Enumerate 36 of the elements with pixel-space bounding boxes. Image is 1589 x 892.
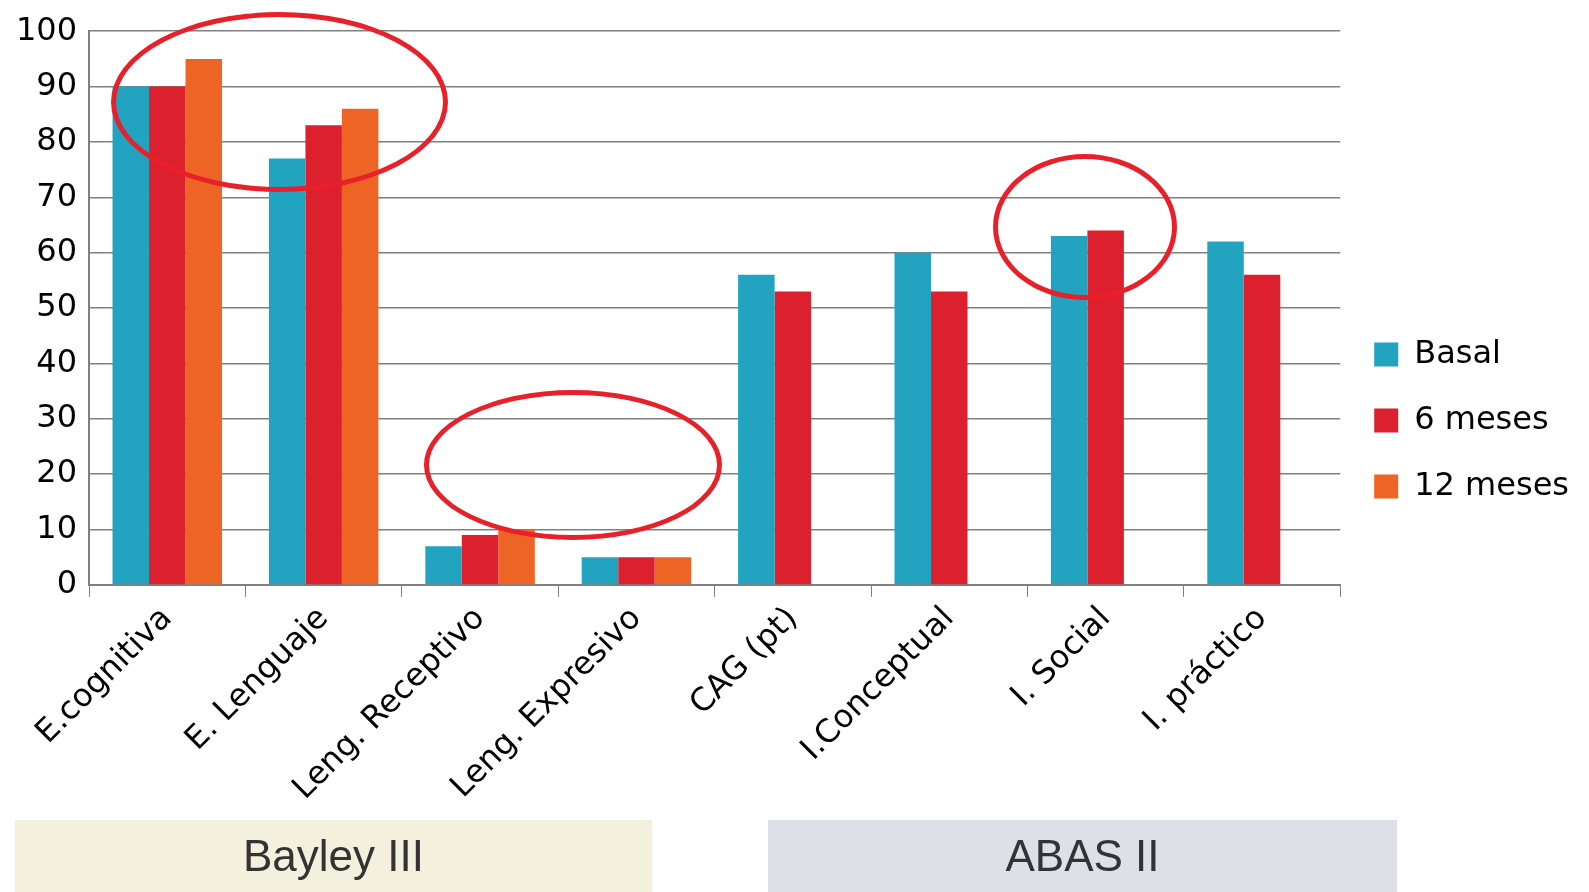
- y-tick-label: 100: [16, 9, 78, 48]
- bar: [774, 291, 812, 585]
- bar: [305, 125, 342, 585]
- bar: [894, 252, 931, 585]
- legend-label: 6 meses: [1414, 398, 1549, 437]
- y-tick-label: 30: [36, 397, 78, 436]
- bar: [425, 546, 462, 585]
- y-tick-label: 80: [36, 120, 78, 159]
- y-tick-label: 0: [56, 563, 78, 602]
- bar: [1087, 230, 1124, 585]
- bar: [654, 557, 692, 585]
- text: Bayley III: [15, 820, 652, 892]
- y-tick-label: 60: [36, 230, 78, 269]
- bar: [149, 86, 186, 585]
- y-tick-label: 70: [36, 175, 78, 214]
- bar: [461, 535, 499, 585]
- bar: [618, 557, 655, 585]
- bar: [341, 108, 379, 585]
- bar: [1243, 274, 1281, 585]
- bar: [498, 529, 535, 585]
- y-tick-label: 40: [36, 341, 78, 380]
- bar: [581, 557, 619, 585]
- y-tick-label: 20: [36, 452, 78, 491]
- bar: [112, 86, 150, 585]
- y-tick-label: 50: [36, 286, 78, 325]
- legend-label: 12 meses: [1414, 464, 1569, 503]
- bar: [185, 58, 223, 585]
- bar: [1207, 241, 1244, 585]
- y-tick-label: 90: [36, 64, 78, 103]
- y-tick-label: 10: [36, 507, 78, 546]
- bar: [268, 158, 306, 585]
- bar: [930, 291, 968, 585]
- bar: [738, 274, 775, 585]
- bar: [1050, 236, 1088, 585]
- legend-label: Basal: [1414, 332, 1501, 371]
- text: ABAS II: [768, 820, 1397, 892]
